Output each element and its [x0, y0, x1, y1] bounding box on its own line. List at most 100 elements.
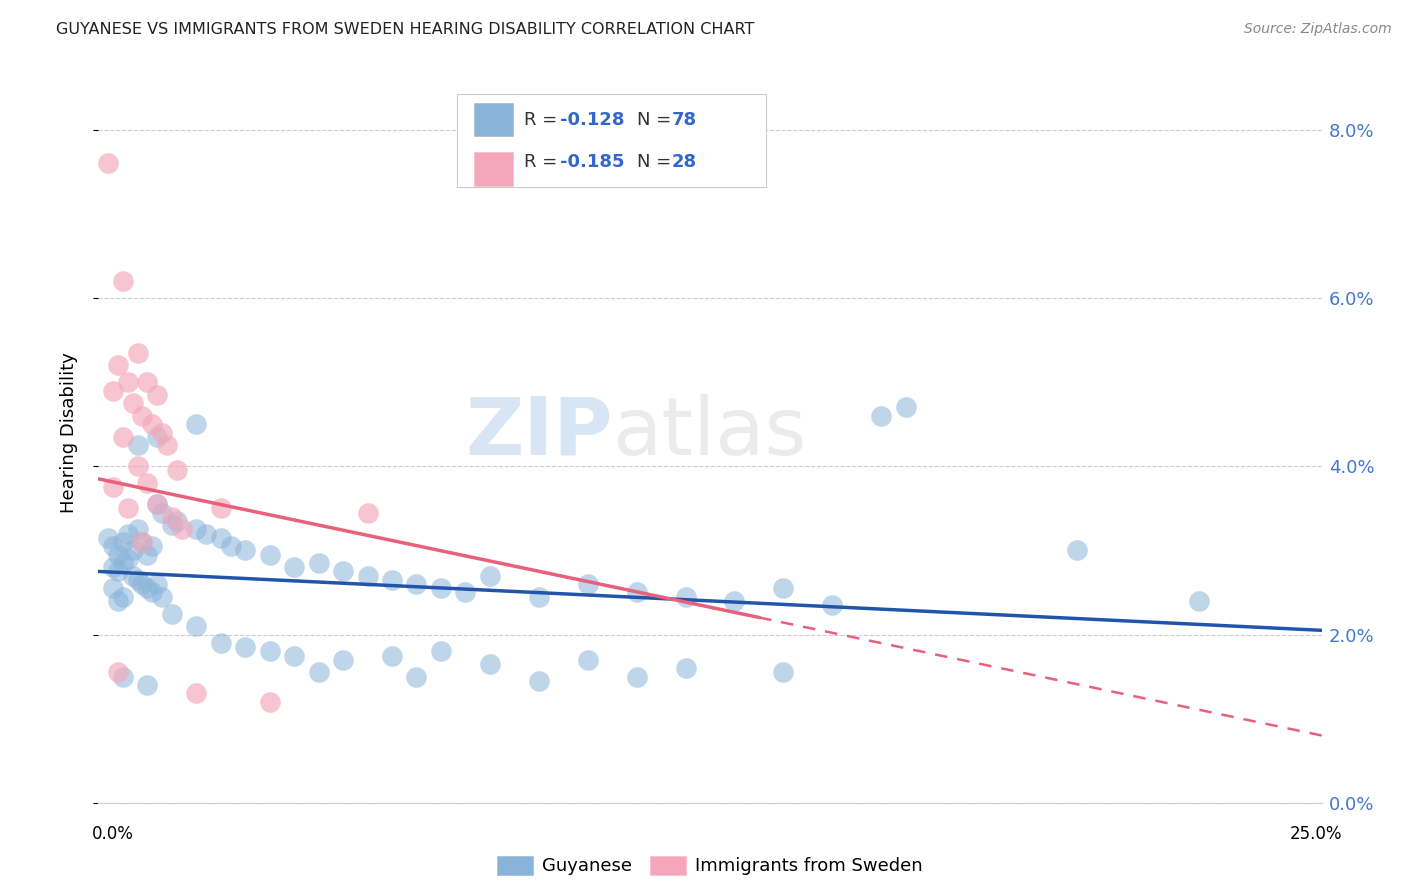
Point	[107, 594, 129, 608]
Point	[156, 438, 179, 452]
Point	[111, 670, 134, 684]
Point	[675, 590, 697, 604]
Point	[772, 665, 794, 680]
Point	[107, 548, 129, 562]
Point	[723, 594, 745, 608]
Point	[141, 539, 163, 553]
Point	[107, 565, 129, 579]
Point	[772, 581, 794, 595]
Point	[131, 577, 153, 591]
Point	[381, 648, 404, 663]
Point	[259, 695, 281, 709]
Text: 78: 78	[672, 112, 697, 129]
Point	[121, 568, 143, 582]
Point	[186, 417, 208, 432]
Point	[117, 501, 139, 516]
Point	[166, 463, 188, 477]
Point	[170, 522, 193, 536]
Point	[127, 573, 149, 587]
Point	[136, 375, 159, 389]
Point	[186, 619, 208, 633]
Text: 0.0%: 0.0%	[91, 825, 134, 843]
Text: N =: N =	[637, 153, 676, 171]
Point	[141, 417, 163, 432]
Point	[356, 506, 378, 520]
Point	[146, 430, 169, 444]
Text: R =: R =	[524, 112, 564, 129]
Point	[121, 396, 143, 410]
Point	[150, 506, 173, 520]
Point	[101, 539, 124, 553]
Point	[136, 548, 159, 562]
Point	[101, 560, 124, 574]
Point	[111, 430, 134, 444]
Point	[127, 438, 149, 452]
Point	[107, 359, 129, 373]
Point	[259, 644, 281, 658]
Point	[111, 590, 134, 604]
Point	[131, 535, 153, 549]
Point	[136, 476, 159, 491]
Text: Source: ZipAtlas.com: Source: ZipAtlas.com	[1244, 22, 1392, 37]
Text: R =: R =	[524, 153, 564, 171]
Point	[478, 657, 501, 671]
Point	[405, 670, 427, 684]
Point	[527, 673, 550, 688]
Text: atlas: atlas	[612, 393, 807, 472]
Point	[131, 409, 153, 423]
Point	[160, 607, 183, 621]
Point	[478, 568, 501, 582]
Point	[117, 375, 139, 389]
Y-axis label: Hearing Disability: Hearing Disability	[59, 352, 77, 513]
Point	[146, 497, 169, 511]
Point	[146, 577, 169, 591]
Point	[127, 345, 149, 359]
Point	[405, 577, 427, 591]
Point	[894, 401, 917, 415]
Point	[117, 526, 139, 541]
Point	[186, 686, 208, 700]
Point	[127, 522, 149, 536]
Point	[131, 535, 153, 549]
Point	[209, 531, 232, 545]
Point	[160, 509, 183, 524]
Point	[141, 585, 163, 599]
Point	[1066, 543, 1088, 558]
Legend: Guyanese, Immigrants from Sweden: Guyanese, Immigrants from Sweden	[489, 849, 931, 882]
Point	[576, 577, 599, 591]
Point	[259, 548, 281, 562]
Point	[356, 568, 378, 582]
Text: 25.0%: 25.0%	[1291, 825, 1343, 843]
Point	[821, 598, 844, 612]
Point	[160, 518, 183, 533]
Point	[283, 648, 305, 663]
Point	[111, 274, 134, 288]
Point	[283, 560, 305, 574]
Point	[209, 636, 232, 650]
Point	[101, 480, 124, 494]
Point	[626, 670, 648, 684]
Point	[626, 585, 648, 599]
Point	[527, 590, 550, 604]
Point	[117, 551, 139, 566]
Point	[332, 565, 354, 579]
Point	[195, 526, 218, 541]
Point	[576, 653, 599, 667]
Point	[127, 459, 149, 474]
Point	[430, 644, 453, 658]
Point	[146, 388, 169, 402]
Text: -0.128: -0.128	[560, 112, 624, 129]
Text: -0.185: -0.185	[560, 153, 624, 171]
Point	[101, 384, 124, 398]
Point	[381, 573, 404, 587]
Point	[308, 665, 330, 680]
Point	[186, 522, 208, 536]
Point	[870, 409, 893, 423]
Point	[97, 156, 120, 170]
Point	[233, 640, 256, 655]
Point	[1188, 594, 1211, 608]
Point	[136, 581, 159, 595]
Text: ZIP: ZIP	[465, 393, 612, 472]
Point	[675, 661, 697, 675]
Point	[101, 581, 124, 595]
